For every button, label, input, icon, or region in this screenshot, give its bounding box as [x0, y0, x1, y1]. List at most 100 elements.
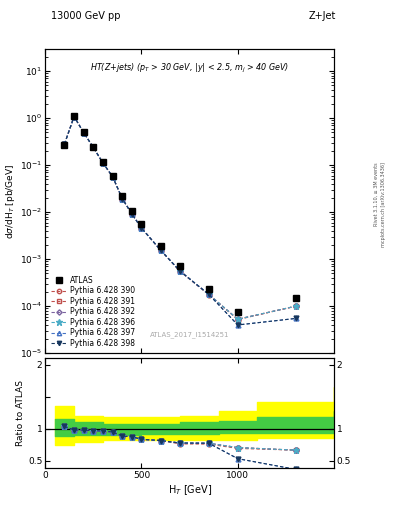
Pythia 6.428 397: [158, 247, 163, 253]
ATLAS: [178, 263, 182, 269]
Pythia 6.428 390: [235, 316, 240, 323]
Pythia 6.428 397: [235, 322, 240, 328]
Pythia 6.428 392: [81, 130, 86, 136]
Y-axis label: Ratio to ATLAS: Ratio to ATLAS: [16, 380, 25, 446]
ATLAS: [235, 309, 240, 315]
ATLAS: [130, 208, 134, 214]
Pythia 6.428 390: [62, 141, 67, 147]
ATLAS: [207, 286, 211, 292]
Y-axis label: d$\sigma$/dH$_T$ [pb/GeV]: d$\sigma$/dH$_T$ [pb/GeV]: [4, 163, 17, 239]
Line: Pythia 6.428 396: Pythia 6.428 396: [61, 113, 299, 323]
Pythia 6.428 392: [207, 291, 211, 297]
Text: 13000 GeV pp: 13000 GeV pp: [51, 11, 121, 22]
Pythia 6.428 390: [110, 174, 115, 180]
Pythia 6.428 397: [207, 291, 211, 297]
Pythia 6.428 392: [178, 268, 182, 274]
Text: Z+Jet: Z+Jet: [309, 11, 336, 22]
Pythia 6.428 391: [178, 268, 182, 274]
Pythia 6.428 390: [178, 268, 182, 274]
Pythia 6.428 396: [110, 174, 115, 180]
Line: Pythia 6.428 392: Pythia 6.428 392: [62, 115, 298, 322]
Pythia 6.428 396: [178, 268, 182, 274]
Pythia 6.428 398: [120, 196, 125, 202]
Pythia 6.428 396: [139, 225, 144, 231]
ATLAS: [101, 159, 105, 165]
Pythia 6.428 391: [158, 247, 163, 253]
Pythia 6.428 396: [81, 130, 86, 136]
ATLAS: [72, 113, 77, 119]
Pythia 6.428 390: [158, 247, 163, 253]
Pythia 6.428 392: [235, 316, 240, 322]
Pythia 6.428 396: [91, 144, 96, 151]
Pythia 6.428 391: [101, 160, 105, 166]
Line: Pythia 6.428 391: Pythia 6.428 391: [62, 114, 298, 322]
ATLAS: [158, 243, 163, 249]
Pythia 6.428 398: [110, 174, 115, 180]
Pythia 6.428 390: [101, 160, 105, 166]
Pythia 6.428 398: [91, 144, 96, 151]
Pythia 6.428 391: [130, 211, 134, 217]
ATLAS: [62, 142, 67, 148]
Pythia 6.428 392: [110, 174, 115, 180]
Pythia 6.428 396: [158, 247, 163, 253]
Pythia 6.428 391: [120, 196, 125, 202]
Pythia 6.428 398: [81, 130, 86, 136]
Line: Pythia 6.428 398: Pythia 6.428 398: [62, 114, 298, 327]
Pythia 6.428 391: [293, 303, 298, 309]
Pythia 6.428 396: [120, 196, 125, 202]
Pythia 6.428 397: [72, 114, 77, 120]
Pythia 6.428 398: [158, 247, 163, 253]
Pythia 6.428 390: [139, 225, 144, 231]
Pythia 6.428 392: [62, 141, 67, 147]
ATLAS: [139, 221, 144, 227]
Pythia 6.428 397: [91, 144, 96, 151]
Pythia 6.428 398: [62, 141, 67, 147]
Pythia 6.428 397: [81, 130, 86, 136]
Pythia 6.428 398: [130, 211, 134, 217]
Pythia 6.428 392: [72, 114, 77, 120]
ATLAS: [110, 173, 115, 179]
Pythia 6.428 396: [293, 303, 298, 309]
Pythia 6.428 391: [235, 316, 240, 322]
Line: Pythia 6.428 390: Pythia 6.428 390: [62, 114, 298, 322]
Line: Pythia 6.428 397: Pythia 6.428 397: [62, 114, 298, 327]
Pythia 6.428 392: [158, 247, 163, 253]
Pythia 6.428 398: [72, 114, 77, 120]
Pythia 6.428 391: [81, 130, 86, 136]
Pythia 6.428 391: [72, 114, 77, 120]
Pythia 6.428 396: [62, 141, 67, 147]
Pythia 6.428 392: [293, 303, 298, 309]
Pythia 6.428 398: [178, 268, 182, 274]
Text: ATLAS_2017_I1514251: ATLAS_2017_I1514251: [150, 331, 230, 338]
Pythia 6.428 392: [101, 160, 105, 166]
Pythia 6.428 398: [139, 225, 144, 231]
Pythia 6.428 398: [235, 322, 240, 328]
Pythia 6.428 397: [110, 174, 115, 180]
Pythia 6.428 398: [293, 315, 298, 322]
Pythia 6.428 396: [72, 114, 77, 120]
Pythia 6.428 390: [293, 303, 298, 309]
Pythia 6.428 390: [81, 130, 86, 136]
Pythia 6.428 396: [207, 291, 211, 297]
ATLAS: [91, 144, 96, 150]
ATLAS: [293, 295, 298, 301]
Legend: ATLAS, Pythia 6.428 390, Pythia 6.428 391, Pythia 6.428 392, Pythia 6.428 396, P: ATLAS, Pythia 6.428 390, Pythia 6.428 39…: [49, 274, 137, 350]
Pythia 6.428 390: [120, 196, 125, 202]
Pythia 6.428 392: [139, 225, 144, 231]
Pythia 6.428 397: [62, 141, 67, 147]
Pythia 6.428 397: [130, 211, 134, 217]
Text: mcplots.cern.ch [arXiv:1306.3436]: mcplots.cern.ch [arXiv:1306.3436]: [381, 162, 386, 247]
Pythia 6.428 391: [62, 141, 67, 147]
Pythia 6.428 396: [101, 160, 105, 166]
Pythia 6.428 390: [130, 211, 134, 217]
Pythia 6.428 391: [139, 225, 144, 231]
Pythia 6.428 397: [101, 160, 105, 166]
Text: Rivet 3.1.10, ≥ 3M events: Rivet 3.1.10, ≥ 3M events: [374, 163, 379, 226]
Pythia 6.428 397: [139, 225, 144, 231]
X-axis label: H$_T$ [GeV]: H$_T$ [GeV]: [167, 483, 212, 497]
ATLAS: [81, 129, 86, 135]
Pythia 6.428 390: [91, 144, 96, 151]
Pythia 6.428 390: [207, 292, 211, 298]
Pythia 6.428 391: [207, 291, 211, 297]
Pythia 6.428 397: [293, 315, 298, 322]
